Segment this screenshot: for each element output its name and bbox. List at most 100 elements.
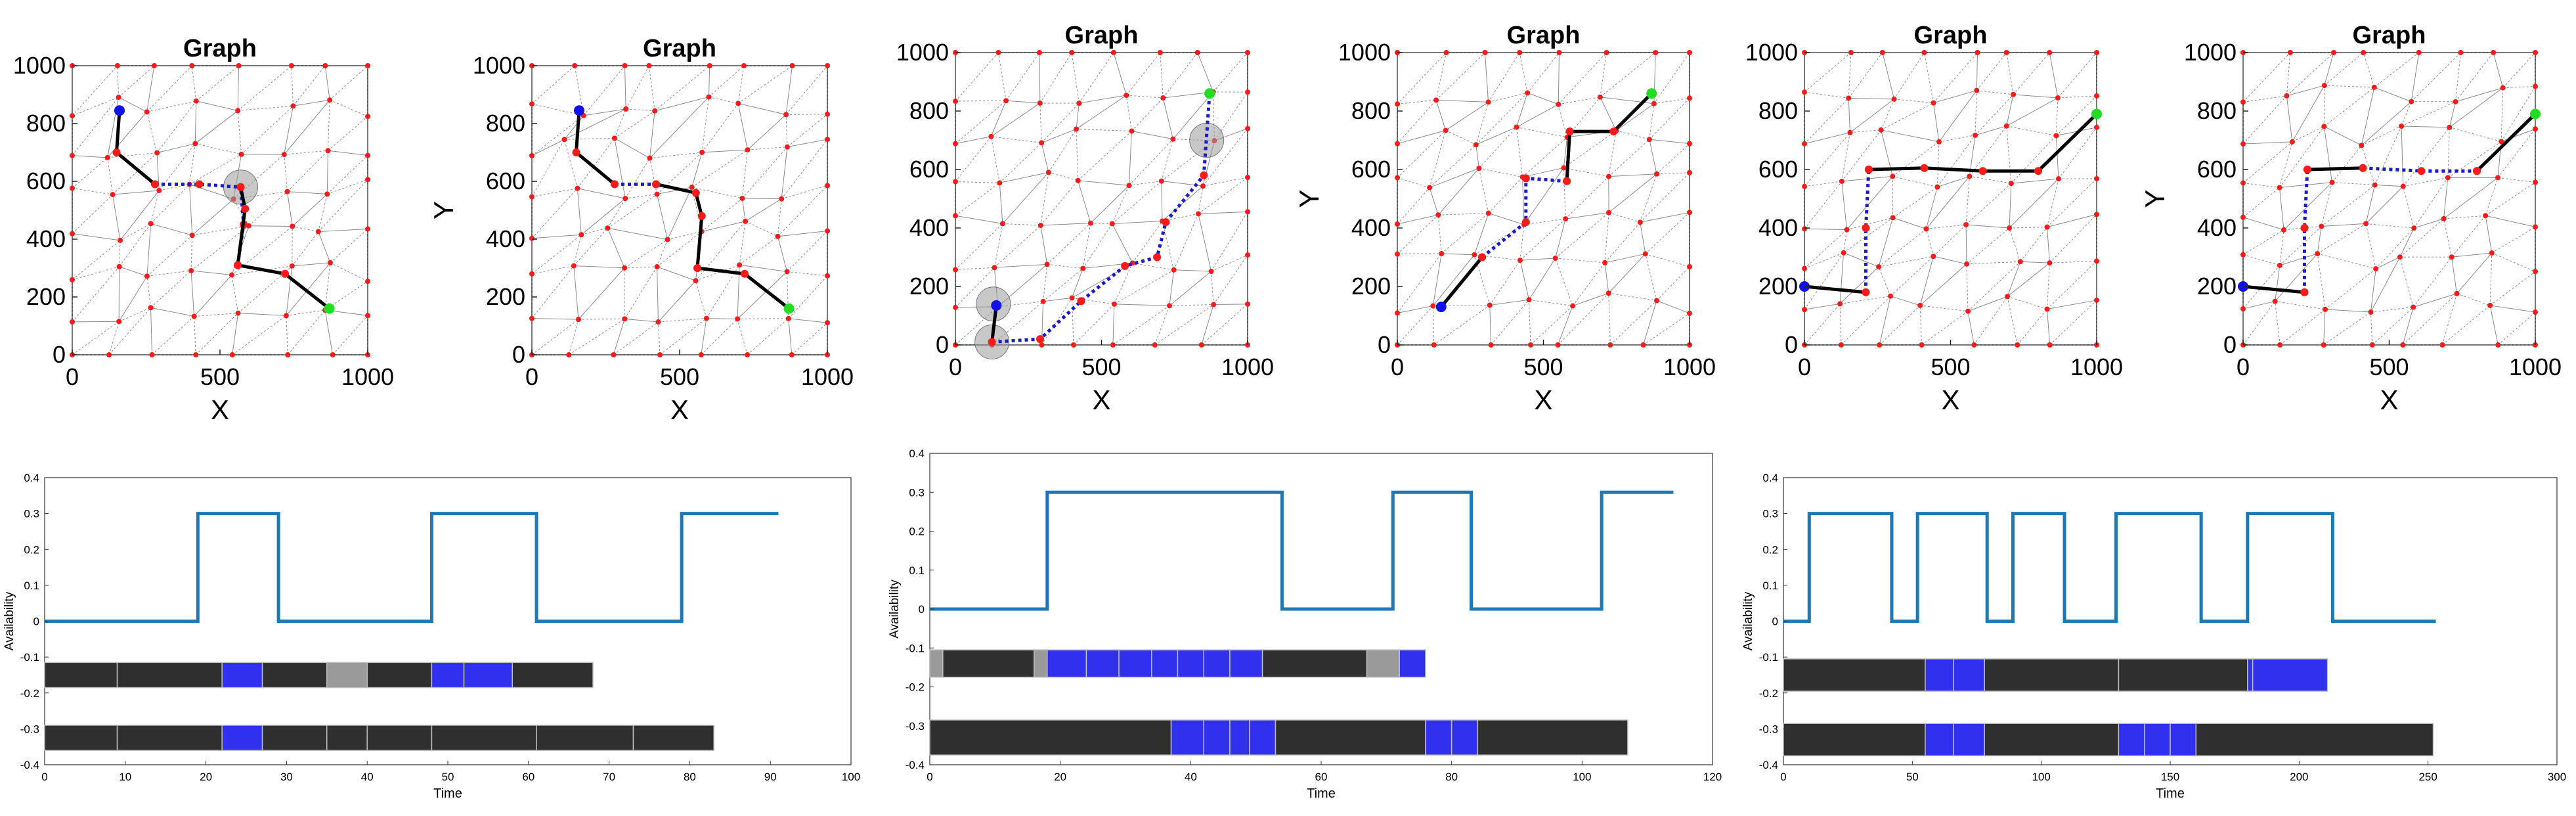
path-solid [1565,92,1653,181]
y-tick-label: 1000 [896,39,949,66]
graph-edge [1043,268,1083,302]
availability-line [1783,512,2436,623]
graph-node [1605,173,1611,179]
schedule-segment-gray [1366,649,1400,678]
graph-edge [624,318,659,323]
graph-node [784,269,790,275]
y-tick-label: 1000 [1745,39,1798,66]
x-tick-label: 80 [1445,771,1458,783]
graph-edge [231,275,239,313]
graph-node [70,277,75,283]
graph-edge [2242,301,2275,309]
graph-node [575,185,580,191]
x-tick-label: 1000 [2509,353,2562,380]
path-node [1478,253,1487,261]
x-tick-label: 80 [684,771,696,783]
graph-edge [573,265,579,320]
graph-edge [195,110,238,144]
y-tick-label: 800 [1758,97,1798,124]
graph-node [2240,252,2246,258]
graph-edge [1475,145,1479,169]
graph-node [652,108,658,114]
graph-node [784,144,790,150]
graph-node [2445,175,2451,181]
graph-edge [1039,102,1042,143]
graph-node [703,315,709,321]
graph-node [1485,210,1491,216]
graph-edge [1516,104,1559,127]
x-tick-label: 50 [1906,771,1919,783]
x-axis-label: X [2380,384,2398,415]
graph-edge [531,65,575,104]
graph-edge [1558,97,1600,105]
graph-edge [1841,181,1848,230]
graph-edge [1975,94,2014,136]
graph-node [529,271,535,277]
graph-node [1642,251,1648,257]
graph-edge [2047,227,2050,263]
graph-edge [955,100,1007,145]
graph-node [2008,181,2014,187]
x-tick-label: 300 [2548,771,2566,783]
graph-edge [747,318,789,355]
graph-edge [2286,85,2325,97]
plot-area [1397,52,1690,346]
graph-node [1687,263,1692,269]
graph-edge [1600,97,1654,104]
graph-edge [1656,143,1690,175]
graph-edge [991,102,1041,137]
graph-edge [2372,307,2414,346]
path-node [1077,297,1085,306]
graph-node [825,320,830,326]
graph-node [1934,184,1940,190]
graph-edge [2321,185,2375,227]
graph-nodes [529,63,830,357]
graph-node [2363,221,2369,227]
x-tick-label: 10 [119,771,131,783]
graph-edge [1040,172,1049,226]
x-tick-label: 30 [280,771,293,783]
graph-node [1395,221,1400,227]
graph-node [825,228,830,234]
graph-edge [955,182,1000,216]
graph-edge [1213,52,1248,93]
graph-edge [2402,293,2457,346]
graph-edge [2443,177,2449,219]
graph-edge [146,65,155,112]
schedule-segment-dark [116,662,223,689]
graph-edge [2489,271,2536,306]
graph-edge [2403,127,2450,187]
graph-edge [583,65,625,116]
graph-edge [1839,304,1842,346]
path-node [2473,167,2481,175]
graph-node [2240,306,2246,312]
graph-edge [1604,212,1609,263]
schedule-segment-dark [261,662,328,689]
graph-edge [1616,130,1649,140]
graph-node [151,63,157,68]
graph-edge [2049,214,2097,263]
graph-edge [955,223,1003,270]
graph-edge [2006,94,2014,126]
x-tick-label: 100 [2032,771,2050,783]
y-tick-label: 0.1 [1762,579,1778,592]
graph-edge [2006,125,2012,184]
graph-edge [2399,257,2414,307]
graph-edge [787,231,828,272]
graph-node [665,237,670,242]
graph-edge [2500,86,2536,142]
graph-node [1931,100,1936,106]
graph-node [1653,50,1659,55]
graph-edge [991,136,1042,143]
path-solid [2476,112,2537,173]
graph-edge [192,198,234,236]
x-tick-label: 0 [41,771,47,783]
graph-edge [1397,99,1437,145]
graph-edge [237,110,242,154]
graph-edge [2009,227,2021,262]
graph-node [1923,226,1929,232]
graph-edge [1429,144,1477,188]
graph-edge [531,115,584,156]
graph-node [1069,295,1075,301]
schedule-segment-blue [1425,719,1452,756]
